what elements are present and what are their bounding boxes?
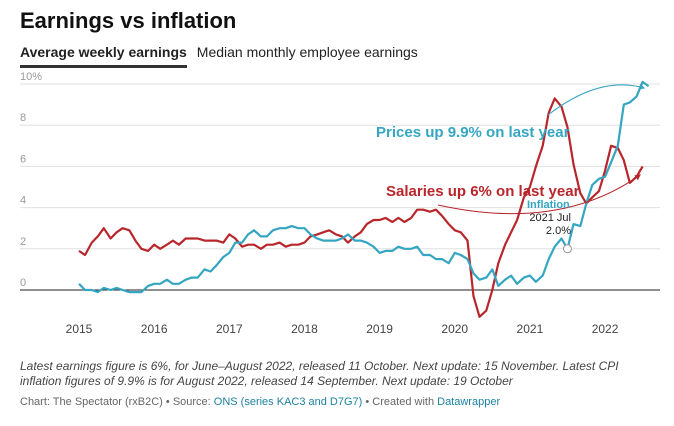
x-tick-label: 2015 — [66, 322, 93, 336]
y-tick-label: 10% — [20, 71, 42, 83]
annotation-tooltip-date: 2021 Jul — [529, 212, 571, 224]
x-tick-label: 2019 — [366, 322, 393, 336]
x-tick-label: 2020 — [441, 322, 468, 336]
salaries-callout-arrow — [437, 174, 641, 215]
annotation-inflation-label: Inflation — [527, 199, 570, 211]
x-axis-ticks: 2015 2016 2017 2018 2019 2020 2021 2022 — [66, 322, 619, 336]
hover-point — [562, 244, 572, 254]
x-tick-label: 2021 — [517, 322, 544, 336]
series-lines — [78, 80, 650, 318]
tab-average-weekly-earnings[interactable]: Average weekly earnings — [20, 44, 187, 68]
annotation-salaries: Salaries up 6% on last year — [386, 183, 580, 200]
y-tick-label: 2 — [20, 236, 26, 248]
annotation-prices: Prices up 9.9% on last year — [376, 124, 570, 141]
credits: Chart: The Spectator (rxB2C) • Source: O… — [20, 396, 500, 408]
tab-bar: Average weekly earnings Median monthly e… — [20, 44, 418, 68]
y-tick-label: 8 — [20, 112, 26, 124]
inflation-callout-arrow — [547, 83, 646, 116]
line-chart: 0 2 4 6 8 10% 2015 2016 2017 2018 2019 2020 2021 202… — [20, 71, 660, 336]
series-line-salaries — [78, 97, 644, 318]
series-line-inflation — [78, 80, 650, 294]
source-link[interactable]: ONS (series KAC3 and D7G7) — [213, 396, 363, 408]
datawrapper-link[interactable]: Datawrapper — [437, 396, 501, 408]
y-tick-label: 4 — [20, 195, 26, 207]
x-tick-label: 2018 — [291, 322, 318, 336]
x-tick-label: 2022 — [592, 322, 619, 336]
annotation-tooltip-value: 2.0% — [546, 225, 571, 237]
y-axis-ticks: 0 2 4 6 8 10% — [20, 71, 42, 289]
credits-prefix: Chart: The Spectator (rxB2C) • Source: — [20, 396, 214, 408]
y-tick-label: 0 — [20, 277, 26, 289]
x-tick-label: 2016 — [141, 322, 168, 336]
x-tick-label: 2017 — [216, 322, 243, 336]
footnote: Latest earnings figure is 6%, for June–A… — [20, 359, 619, 388]
y-tick-label: 6 — [20, 153, 26, 165]
credits-middle: • Created with — [362, 396, 438, 408]
chart-title: Earnings vs inflation — [20, 8, 237, 33]
tab-median-monthly-earnings[interactable]: Median monthly employee earnings — [196, 44, 418, 60]
